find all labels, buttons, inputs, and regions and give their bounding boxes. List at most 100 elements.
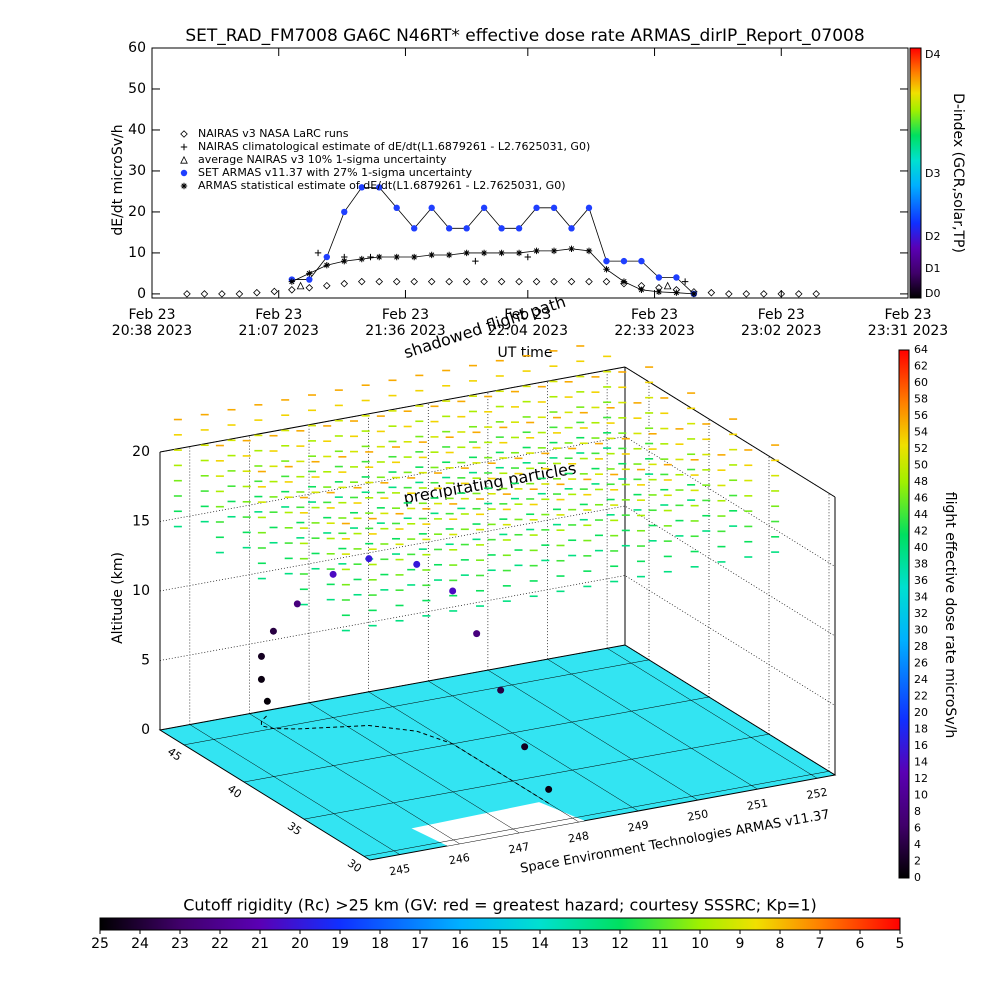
data-point: [323, 253, 330, 261]
data-point: [306, 276, 313, 283]
data-point: [655, 274, 663, 281]
colorbar: [909, 47, 922, 299]
data-point: [340, 279, 349, 288]
colorbar-tick-label: 56: [914, 409, 928, 422]
data-point: [673, 289, 680, 296]
data-point: [585, 204, 593, 212]
shadow-path: [260, 714, 549, 804]
colorbar-tick-label: 21: [251, 936, 269, 952]
colorbar-tick-label: 52: [914, 442, 928, 455]
colorbar-tick-label: 42: [914, 525, 928, 538]
data-point: [655, 288, 663, 296]
data-point: [427, 277, 436, 286]
flight-point: [257, 675, 265, 683]
colorbar-tick-label: 11: [651, 936, 669, 952]
data-point: [305, 283, 314, 292]
data-point: [515, 249, 523, 257]
data-point: [498, 225, 505, 232]
plot-frame: [151, 47, 909, 299]
data-point: [270, 287, 279, 296]
data-point: [742, 290, 751, 298]
x-tick-label: 20:38 2023: [112, 323, 192, 339]
data-point: [620, 257, 628, 265]
flight-point: [263, 697, 271, 705]
grid-line: [308, 702, 520, 833]
colorbar-tick-label: 28: [914, 640, 928, 653]
legend-label: NAIRAS climatological estimate of dE/dt(…: [198, 140, 590, 153]
flight-point: [269, 627, 277, 635]
colorbar-tick-label: 6: [856, 936, 865, 952]
x-tick-label: Feb 23: [255, 307, 302, 323]
z-tick-label: 20: [132, 444, 150, 460]
z-axis-label: Altitude (km): [110, 552, 126, 644]
data-point: [445, 251, 453, 259]
grid-line: [183, 659, 650, 746]
data-point: [620, 278, 628, 285]
colorbar-tick-label: 24: [914, 673, 928, 686]
y-tick-label: 60: [128, 40, 146, 56]
data-point: [462, 277, 471, 286]
colorbar-tick-label: 20: [291, 936, 309, 952]
flight-point: [329, 570, 337, 578]
grid-line: [487, 669, 699, 801]
data-point: [288, 286, 296, 294]
data-point: [638, 257, 645, 265]
data-point: [567, 277, 576, 286]
colorbar-tick-label: 22: [914, 690, 928, 703]
data-point: [568, 245, 575, 253]
colorbar-tick-label: 14: [531, 936, 549, 952]
y-tick-label: 10: [128, 245, 146, 261]
grid-line: [303, 733, 770, 820]
legend-symbol: [180, 130, 188, 138]
colorbar-tick-label: 40: [914, 541, 928, 554]
colorbar-tick-label: 26: [914, 657, 928, 670]
x-tick-label: 22:33 2023: [614, 323, 694, 339]
legend-symbol: [180, 143, 188, 151]
data-point: [392, 277, 401, 286]
colorbar-tick-label: 2: [914, 855, 921, 868]
y-tick-label: 20: [128, 204, 146, 220]
data-point: [480, 277, 488, 286]
data-point: [777, 290, 786, 298]
z-tick-label: 10: [132, 583, 150, 599]
data-point: [393, 253, 400, 261]
data-point: [296, 281, 305, 290]
data-point: [323, 262, 330, 269]
colorbar: [99, 917, 901, 931]
colorbar-tick-label: 58: [914, 393, 928, 406]
data-point: [533, 204, 540, 212]
colorbar-tick-label: 60: [914, 376, 928, 389]
data-point: [515, 277, 523, 286]
colorbar-tick-label: 30: [914, 624, 928, 637]
colorbar-tick-label: 48: [914, 475, 928, 488]
colorbar-tick-label: 13: [571, 936, 589, 952]
colorbar-tick-label: 19: [331, 936, 349, 952]
colorbar-tick-label: 50: [914, 459, 928, 472]
colorbar-tick-label: 23: [171, 936, 189, 952]
data-point: [358, 184, 365, 191]
colorbar-tick-label: 54: [914, 426, 928, 439]
colorbar-tick-label: 62: [914, 360, 928, 373]
z-tick-label: 15: [132, 514, 150, 530]
colorbar-tick-label: 32: [914, 607, 928, 620]
colorbar-tick-label: 20: [914, 706, 928, 719]
data-point: [376, 253, 383, 261]
data-point: [812, 290, 820, 298]
data-point: [568, 225, 575, 232]
grid-line: [606, 648, 818, 779]
legend-symbol: [180, 182, 188, 190]
data-point: [673, 274, 680, 281]
data-point: [376, 184, 383, 191]
data-point: [550, 204, 558, 212]
legend-symbol: [180, 169, 188, 177]
colorbar-tick-label: 9: [736, 936, 745, 952]
data-point: [341, 257, 348, 265]
data-point: [585, 247, 593, 255]
y-tick-label: 0: [137, 286, 146, 302]
data-point: [515, 225, 523, 232]
colorbar-tick-label: 0: [914, 871, 921, 884]
x-tick-label: 251: [746, 796, 769, 812]
data-point: [393, 204, 400, 212]
flight-point: [521, 743, 529, 751]
